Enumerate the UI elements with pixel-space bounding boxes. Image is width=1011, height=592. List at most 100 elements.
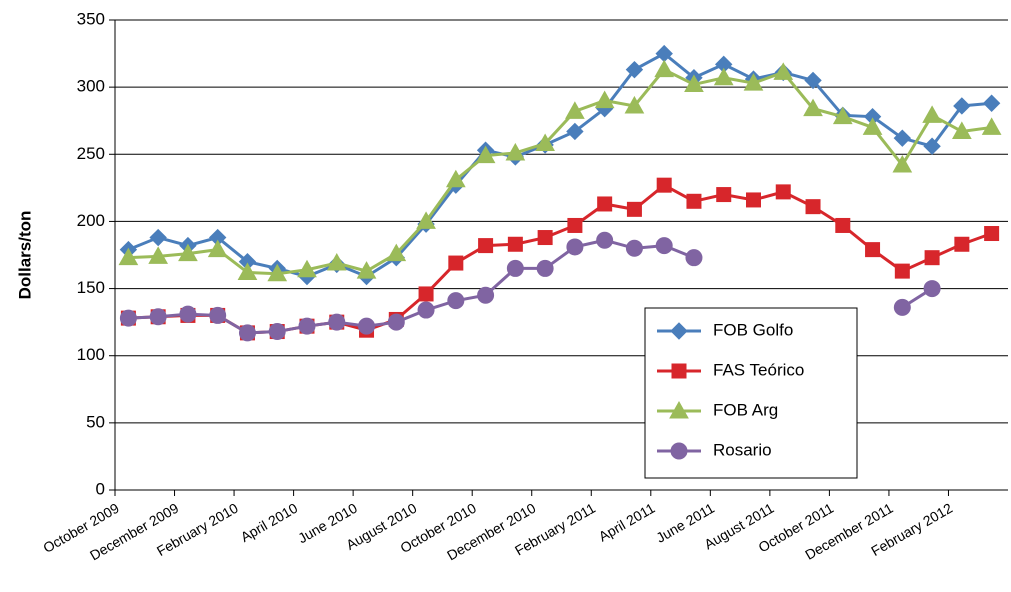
data-point bbox=[447, 292, 465, 310]
data-point bbox=[594, 90, 615, 109]
data-point bbox=[923, 280, 941, 298]
data-point bbox=[982, 94, 1001, 112]
data-point bbox=[832, 106, 853, 125]
data-point bbox=[207, 239, 228, 258]
data-point bbox=[981, 117, 1002, 135]
y-tick-label: 0 bbox=[96, 479, 105, 498]
data-point bbox=[773, 62, 794, 80]
data-point bbox=[477, 286, 495, 304]
data-point bbox=[536, 259, 554, 277]
data-point bbox=[566, 122, 584, 141]
data-point bbox=[923, 137, 941, 155]
data-point bbox=[656, 177, 672, 193]
data-point bbox=[416, 211, 436, 229]
data-point bbox=[445, 169, 466, 188]
data-point bbox=[804, 71, 822, 90]
legend-marker bbox=[671, 363, 687, 379]
data-point bbox=[954, 236, 970, 252]
data-point bbox=[149, 308, 167, 326]
data-point bbox=[924, 250, 940, 266]
x-tick-label: April 2010 bbox=[238, 500, 301, 545]
data-point bbox=[148, 246, 169, 264]
legend-marker bbox=[670, 442, 688, 460]
data-point bbox=[654, 59, 675, 78]
data-point bbox=[537, 230, 553, 246]
data-point bbox=[952, 121, 972, 139]
data-point bbox=[118, 247, 139, 266]
data-point bbox=[835, 217, 851, 233]
data-point bbox=[237, 262, 258, 280]
data-point bbox=[743, 73, 764, 91]
y-tick-label: 250 bbox=[77, 144, 105, 163]
data-point bbox=[209, 306, 227, 324]
data-point bbox=[625, 239, 643, 257]
y-tick-label: 150 bbox=[77, 278, 105, 297]
data-point bbox=[684, 74, 704, 92]
data-point bbox=[448, 255, 464, 271]
data-point bbox=[328, 313, 346, 331]
y-tick-label: 100 bbox=[77, 345, 105, 364]
data-point bbox=[387, 313, 405, 331]
legend-marker bbox=[669, 400, 689, 419]
data-point bbox=[268, 323, 286, 341]
data-point bbox=[326, 253, 347, 271]
data-point bbox=[386, 243, 407, 262]
data-point bbox=[358, 317, 376, 335]
y-tick-label: 200 bbox=[77, 211, 105, 230]
data-point bbox=[775, 184, 791, 200]
data-point bbox=[805, 199, 821, 215]
data-point bbox=[713, 67, 734, 86]
data-point bbox=[626, 201, 642, 217]
data-point bbox=[179, 305, 197, 323]
data-point bbox=[894, 263, 910, 279]
data-point bbox=[267, 263, 288, 282]
data-point bbox=[478, 238, 494, 254]
data-point bbox=[507, 236, 523, 252]
data-point bbox=[716, 187, 732, 203]
series-line bbox=[128, 67, 992, 276]
x-tick-label: April 2011 bbox=[596, 500, 658, 545]
data-point bbox=[505, 142, 526, 161]
y-tick-label: 300 bbox=[77, 77, 105, 96]
y-axis-label: Dollars/ton bbox=[15, 211, 34, 300]
legend-label: FAS Teórico bbox=[713, 360, 804, 379]
data-point bbox=[984, 226, 1000, 242]
data-point bbox=[685, 249, 703, 267]
data-point bbox=[893, 298, 911, 316]
data-point bbox=[625, 60, 644, 79]
data-point bbox=[475, 145, 496, 164]
legend-label: FOB Arg bbox=[713, 400, 778, 419]
legend-label: FOB Golfo bbox=[713, 320, 793, 339]
data-point bbox=[149, 228, 167, 247]
data-point bbox=[238, 324, 256, 342]
data-point bbox=[297, 259, 317, 278]
data-point bbox=[565, 101, 585, 119]
data-point bbox=[862, 117, 883, 135]
data-point bbox=[535, 133, 555, 152]
y-tick-label: 50 bbox=[86, 412, 105, 431]
data-point bbox=[356, 261, 377, 279]
data-point bbox=[655, 237, 673, 255]
data-point bbox=[506, 259, 524, 277]
data-point bbox=[418, 286, 434, 302]
data-point bbox=[893, 129, 912, 147]
data-point bbox=[953, 97, 971, 115]
data-point bbox=[922, 105, 942, 123]
data-point bbox=[745, 192, 761, 208]
data-point bbox=[298, 317, 316, 335]
data-point bbox=[417, 301, 435, 319]
data-point bbox=[119, 309, 137, 327]
y-tick-label: 350 bbox=[77, 9, 105, 28]
data-point bbox=[686, 193, 702, 209]
legend-marker bbox=[670, 322, 688, 340]
data-point bbox=[803, 98, 823, 117]
legend-label: Rosario bbox=[713, 440, 772, 459]
data-point bbox=[178, 243, 198, 262]
data-point bbox=[567, 217, 583, 233]
data-point bbox=[566, 238, 584, 256]
data-point bbox=[892, 155, 913, 173]
data-point bbox=[596, 231, 614, 249]
data-point bbox=[624, 95, 645, 114]
data-point bbox=[865, 242, 881, 258]
